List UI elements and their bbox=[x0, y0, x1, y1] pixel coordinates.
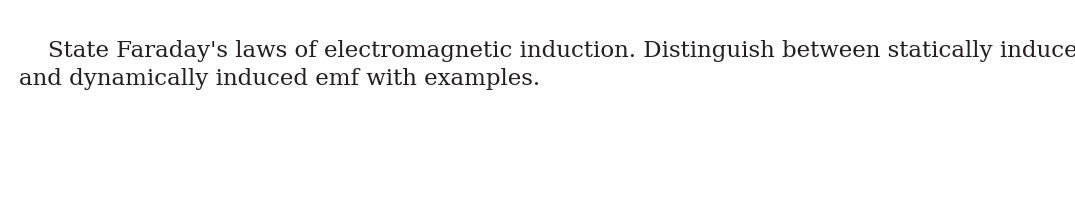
Text: State Faraday's laws of electromagnetic induction. Distinguish between staticall: State Faraday's laws of electromagnetic … bbox=[19, 40, 1075, 90]
